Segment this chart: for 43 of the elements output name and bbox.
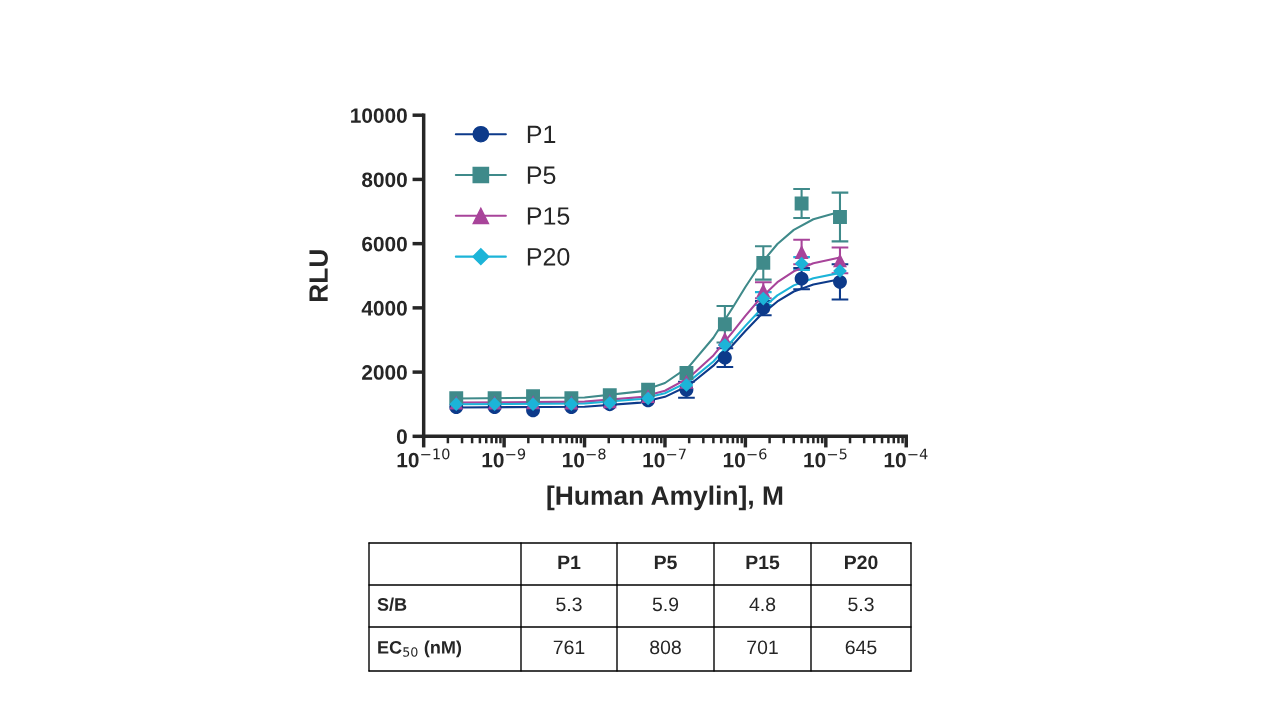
text: 701 — [747, 640, 778, 655]
legend-label: P15 — [527, 207, 570, 225]
text: 808 — [650, 640, 681, 655]
point — [718, 338, 732, 352]
text: P15 — [746, 555, 780, 570]
y-tick-label: 8000 — [362, 172, 407, 188]
legend-label: P20 — [527, 247, 570, 266]
x-tick-label: 10$^{−9}$ — [482, 448, 526, 468]
legend-label: P5 — [527, 166, 556, 185]
x-tick-label: 10$^{−10}$ — [397, 448, 450, 468]
point — [679, 378, 694, 392]
text: P5 — [654, 555, 677, 570]
text: 5.3 — [556, 597, 582, 612]
x-tick-label: 10$^{−5}$ — [804, 448, 847, 468]
x-tick-label: 10$^{−8}$ — [563, 448, 606, 468]
y-tick-label: 2000 — [362, 365, 407, 380]
point — [794, 196, 809, 211]
point — [833, 253, 847, 268]
text: 645 — [845, 640, 877, 655]
y-tick-label: 0 — [396, 429, 407, 445]
point — [756, 255, 771, 270]
text: 761 — [553, 640, 585, 655]
legend-label: P1 — [527, 125, 556, 143]
x-tick-label: 10$^{−7}$ — [643, 448, 686, 468]
point — [717, 317, 732, 332]
y-tick-label: 4000 — [361, 300, 407, 316]
text: 4.8 — [749, 597, 776, 612]
point — [833, 274, 847, 289]
y-tick-label: 6000 — [362, 236, 407, 252]
point — [794, 245, 809, 259]
x-tick-label: 10$^{−4}$ — [884, 448, 928, 468]
text: P20 — [845, 555, 878, 570]
text: P1 — [558, 555, 581, 570]
y-axis-title: RLU — [309, 250, 328, 302]
point — [794, 271, 809, 286]
text: 5.3 — [848, 597, 874, 612]
text: EC$_{50}$ (nM) — [378, 640, 462, 658]
text: S/B — [377, 597, 407, 612]
point — [833, 210, 847, 224]
x-axis-title: [Human Amylin], M — [547, 485, 783, 511]
y-tick-label: 10000 — [351, 108, 407, 123]
text: 5.9 — [652, 597, 679, 612]
x-tick-label: 10$^{−6}$ — [723, 448, 767, 468]
